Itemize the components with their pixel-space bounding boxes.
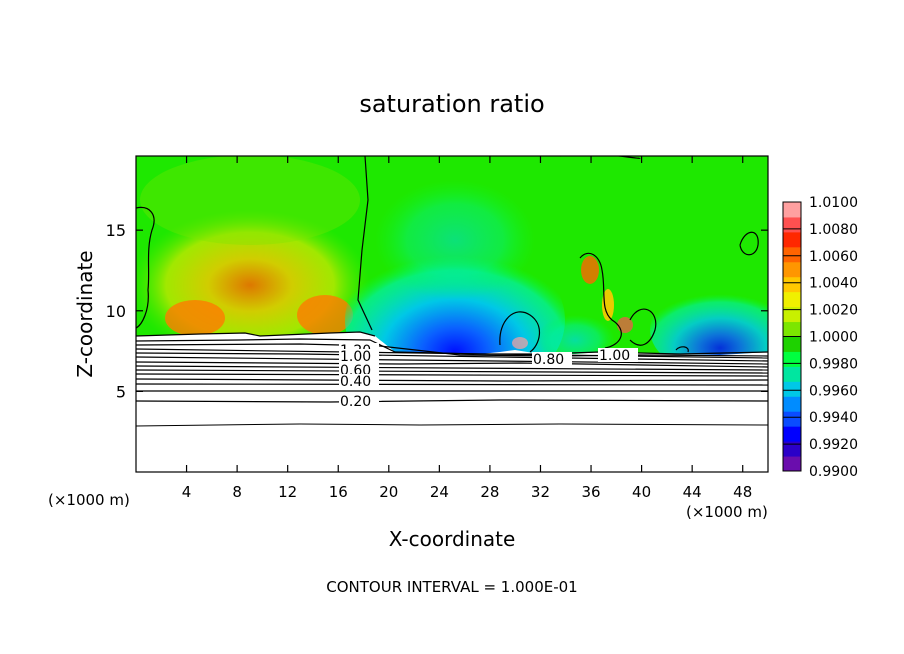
dry-anomaly-center-top: [375, 180, 535, 300]
x-tick-label: 16: [329, 483, 348, 501]
colorbar-swatch: [783, 381, 801, 397]
warm-core-left-1: [165, 300, 225, 336]
colorbar-tick-label: 1.0040: [809, 276, 858, 292]
x-unit-label: (×1000 m): [686, 503, 768, 521]
colorbar-swatch: [783, 291, 801, 308]
y-axis: 5 10 15: [106, 221, 768, 401]
x-tick-label: 12: [278, 483, 297, 501]
x-axis-label: X-coordinate: [389, 527, 516, 551]
colorbar-swatch: [783, 321, 801, 337]
x-tick-label: 20: [379, 483, 398, 501]
colorbar-tick-label: 1.0100: [809, 195, 858, 211]
y-tick-label: 15: [106, 221, 126, 240]
contour-label: 1.00: [340, 349, 371, 365]
colorbar-swatch: [783, 336, 801, 352]
x-tick-label: 32: [531, 483, 550, 501]
y-unit-label: (×1000 m): [48, 491, 130, 509]
contour-label: 1.00: [599, 348, 630, 364]
contour-labels: 1.20 1.00 0.60 0.40 0.20 0.80 1.00: [339, 343, 638, 410]
colorbar-swatch: [783, 261, 801, 278]
colorbar-swatch: [783, 366, 801, 382]
colorbar-tick-label: 1.0060: [809, 249, 858, 265]
colorbar-tick-label: 1.0080: [809, 222, 858, 238]
colorbar-swatch: [783, 276, 801, 293]
contour-label: 0.80: [533, 352, 564, 368]
contour-outlines: [136, 156, 759, 353]
contour-label: 0.20: [340, 394, 371, 410]
colorbar-swatch: [783, 306, 801, 323]
y-axis-label: Z-coordinate: [73, 250, 97, 377]
x-tick-label: 40: [632, 483, 651, 501]
colorbar: 1.0100 1.0080 1.0060 1.0040 1.0020 1.0000 0.99…: [782, 195, 858, 480]
x-tick-label: 24: [430, 483, 449, 501]
warm-core-left-2: [297, 295, 353, 335]
colorbar-tick-label: 0.9900: [809, 464, 858, 480]
colorbar-tick-label: 0.9960: [809, 383, 858, 399]
moist-anomaly-left-green: [140, 156, 360, 245]
colorbar-swatch: [783, 441, 801, 457]
colorbar-swatch: [783, 231, 801, 248]
contour-interval-note: CONTOUR INTERVAL = 1.000E-01: [326, 578, 577, 596]
colorbar-tick-label: 1.0000: [809, 330, 858, 346]
colorbar-tick-label: 0.9920: [809, 437, 858, 453]
colorbar-swatch: [783, 456, 801, 472]
plot-area: [136, 156, 768, 472]
x-tick-label: 28: [480, 483, 499, 501]
colorbar-swatch: [783, 216, 801, 233]
colorbar-tick-label: 0.9980: [809, 356, 858, 372]
colorbar-tick-label: 0.9940: [809, 410, 858, 426]
y-tick-label: 5: [116, 382, 126, 401]
y-tick-label: 10: [106, 302, 126, 321]
colorbar-swatch: [783, 246, 801, 263]
colorbar-swatch: [783, 396, 801, 412]
contour-lines: [136, 331, 768, 427]
chart-title: saturation ratio: [359, 90, 544, 118]
x-tick-label: 44: [683, 483, 702, 501]
colorbar-swatch: [783, 426, 801, 442]
contour-label: 0.40: [340, 374, 371, 390]
x-tick-label: 8: [232, 483, 242, 501]
x-tick-label: 36: [581, 483, 600, 501]
colorbar-tick-label: 1.0020: [809, 303, 858, 319]
x-axis: 4 8 12 16 20 24 28 32 36 40 44 48: [182, 156, 752, 501]
colorbar-swatch: [783, 411, 801, 427]
colorbar-swatch: [783, 351, 801, 367]
x-tick-label: 4: [182, 483, 192, 501]
plot-frame: [135, 155, 769, 473]
x-tick-label: 48: [733, 483, 752, 501]
colorbar-swatch: [783, 202, 801, 218]
